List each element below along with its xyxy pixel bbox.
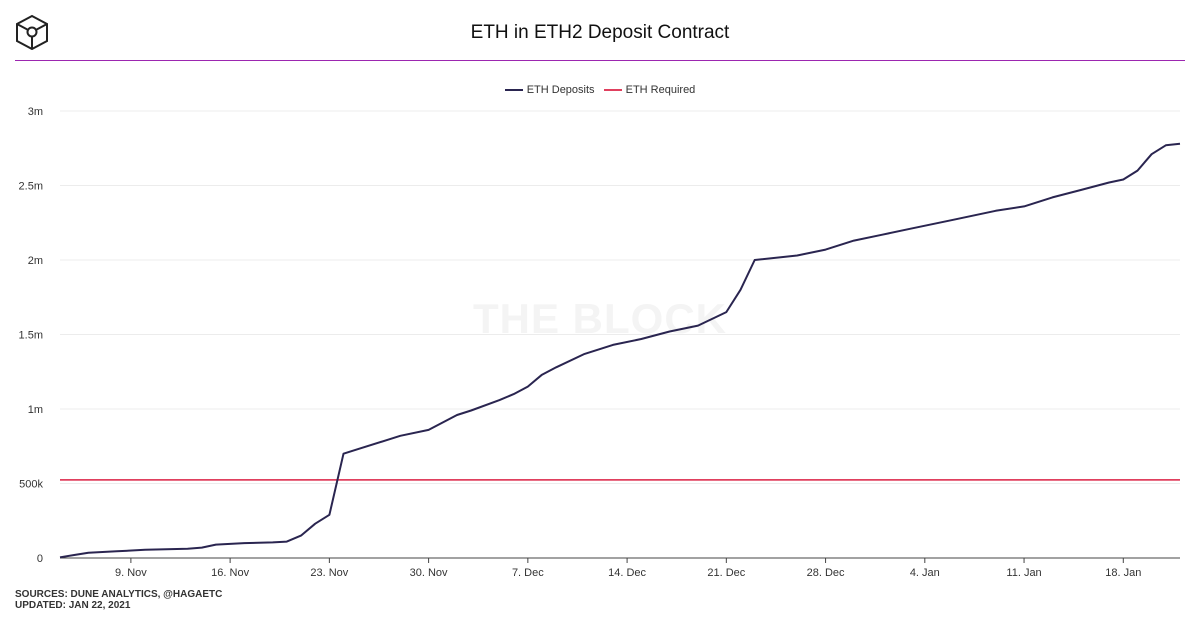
- legend-swatch-deposits: [504, 89, 523, 91]
- y-tick-label: 1.5m: [19, 330, 43, 342]
- x-axis-ticks: 9. Nov 16. Nov 23. Nov 30. Nov 7. Dec 14. Dec…: [115, 558, 1141, 579]
- y-tick-label: 2.5m: [19, 181, 43, 193]
- x-tick-label: 11. Jan: [1006, 567, 1041, 579]
- legend-item-deposits[interactable]: ETH Deposits: [504, 84, 595, 96]
- x-tick-label: 7. Dec: [512, 567, 544, 579]
- x-tick-label: 18. Jan: [1105, 567, 1141, 579]
- the-block-logo-icon: [16, 14, 48, 50]
- y-tick-label: 1m: [28, 404, 43, 416]
- x-tick-label: 4. Jan: [910, 567, 940, 579]
- y-axis-ticks: 0 500k 1m 1.5m 2m 2.5m 3m: [19, 106, 44, 565]
- gridlines: [60, 110, 1180, 484]
- legend-swatch-required: [603, 89, 622, 91]
- x-tick-label: 28. Dec: [807, 567, 845, 579]
- chart-legend: ETH Deposits ETH Required: [0, 82, 1200, 96]
- y-tick-label: 2m: [28, 255, 43, 267]
- y-tick-label: 3m: [28, 106, 43, 118]
- footer-sources: SOURCES: DUNE ANALYTICS, @HAGAETC: [15, 589, 223, 600]
- footer-updated: UPDATED: JAN 22, 2021: [15, 600, 131, 611]
- y-tick-label: 500k: [19, 479, 43, 491]
- x-tick-label: 9. Nov: [115, 567, 147, 579]
- y-tick-label: 0: [37, 553, 43, 565]
- chart-footer: SOURCES: DUNE ANALYTICS, @HAGAETC UPDATE…: [15, 589, 222, 611]
- series-line-eth-deposits[interactable]: [59, 142, 1181, 559]
- legend-label-deposits: ETH Deposits: [526, 84, 595, 96]
- x-tick-label: 30. Nov: [410, 567, 448, 579]
- x-tick-label: 23. Nov: [310, 567, 348, 579]
- title-divider: [15, 60, 1185, 61]
- x-tick-label: 16. Nov: [211, 567, 249, 579]
- legend-label-required: ETH Required: [625, 84, 696, 96]
- chart-title: ETH in ETH2 Deposit Contract: [470, 22, 730, 43]
- legend-item-required[interactable]: ETH Required: [603, 84, 696, 96]
- x-tick-label: 14. Dec: [608, 567, 646, 579]
- x-tick-label: 21. Dec: [707, 567, 745, 579]
